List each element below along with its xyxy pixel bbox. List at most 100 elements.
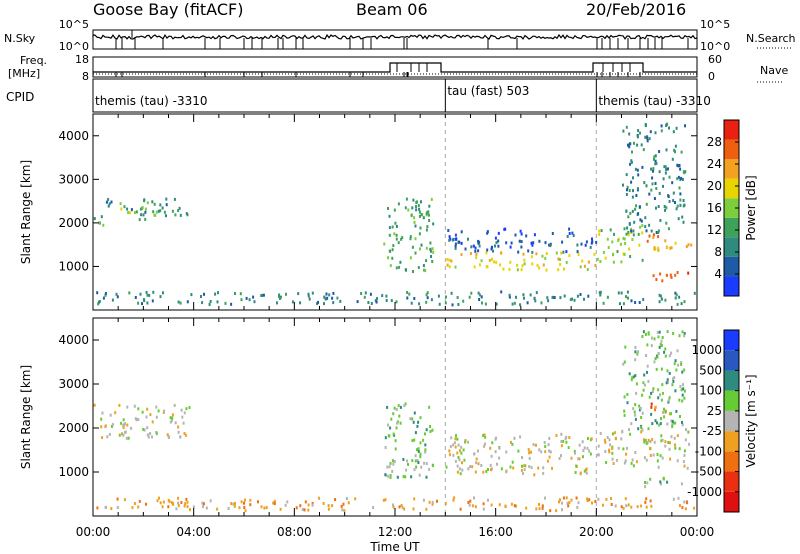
velocity-cell bbox=[555, 434, 558, 437]
power-cell bbox=[652, 233, 655, 237]
power-cell bbox=[598, 229, 601, 233]
velocity-cell bbox=[396, 421, 399, 425]
freq-panel-frame bbox=[92, 56, 698, 78]
velocity-cell bbox=[635, 460, 638, 464]
velocity-cell bbox=[624, 459, 627, 463]
power-cell bbox=[488, 258, 491, 262]
velocity-cell bbox=[684, 438, 687, 442]
velocity-cell bbox=[574, 471, 577, 474]
velocity-cell bbox=[672, 421, 675, 425]
velocity-cell bbox=[635, 382, 638, 386]
power-cell bbox=[682, 220, 685, 224]
power-cell bbox=[561, 240, 564, 244]
velocity-cell bbox=[131, 506, 134, 510]
velocity-cell bbox=[476, 449, 479, 453]
power-cell bbox=[518, 239, 521, 243]
velocity-cell bbox=[604, 440, 607, 444]
velocity-cell bbox=[612, 462, 615, 465]
velocity-cell bbox=[651, 438, 654, 442]
velocity-cell bbox=[668, 354, 671, 358]
power-cell bbox=[683, 300, 686, 304]
velocity-cell bbox=[158, 496, 160, 500]
velocity-cell bbox=[581, 440, 584, 444]
power-cell bbox=[535, 291, 538, 295]
power-cell bbox=[486, 265, 489, 269]
velocity-cell bbox=[387, 423, 389, 427]
power-cell bbox=[513, 301, 516, 305]
power-colorbar-cell bbox=[724, 159, 739, 179]
power-cell bbox=[559, 296, 562, 300]
power-cell bbox=[96, 291, 99, 295]
velocity-cell bbox=[431, 464, 434, 468]
velocity-cell bbox=[560, 444, 563, 448]
velocity-cell bbox=[568, 436, 571, 439]
power-cell bbox=[367, 301, 370, 304]
power-cell bbox=[478, 298, 481, 301]
power-cell bbox=[460, 253, 463, 257]
power-cell bbox=[644, 225, 647, 229]
velocity-cell bbox=[650, 402, 653, 406]
power-cell bbox=[571, 231, 574, 235]
power-cell bbox=[548, 243, 551, 247]
velocity-cell bbox=[396, 475, 399, 479]
power-cell bbox=[419, 226, 422, 230]
power-cell bbox=[622, 302, 625, 306]
velocity-cell bbox=[495, 436, 498, 440]
power-cell bbox=[143, 198, 146, 202]
power-cell bbox=[665, 168, 668, 171]
power-cell bbox=[511, 302, 514, 306]
velocity-cell bbox=[661, 438, 664, 442]
velocity-cell bbox=[675, 409, 678, 413]
power-cell bbox=[632, 229, 635, 233]
power-cell bbox=[495, 241, 498, 245]
velocity-cell bbox=[183, 411, 186, 415]
velocity-cell bbox=[286, 500, 289, 504]
power-cell bbox=[387, 256, 389, 260]
velocity-cell bbox=[650, 391, 653, 395]
velocity-ytick-label: 3000 bbox=[58, 377, 89, 391]
power-cell bbox=[448, 235, 451, 239]
velocity-cell bbox=[613, 431, 616, 435]
velocity-cell bbox=[640, 430, 643, 434]
power-cell bbox=[418, 214, 421, 218]
velocity-cell bbox=[104, 424, 107, 428]
power-cell bbox=[200, 295, 202, 298]
power-cell bbox=[214, 292, 217, 296]
velocity-cell bbox=[683, 464, 686, 468]
velocity-cell bbox=[681, 506, 684, 510]
velocity-cell bbox=[425, 462, 428, 466]
power-cell bbox=[599, 260, 602, 263]
power-cell bbox=[328, 293, 331, 297]
velocity-cell bbox=[422, 498, 425, 502]
power-cell bbox=[159, 295, 162, 299]
velocity-cell bbox=[576, 505, 579, 509]
power-cell bbox=[370, 302, 373, 305]
power-cell bbox=[637, 173, 640, 177]
power-cell bbox=[499, 263, 502, 267]
power-cell bbox=[602, 301, 605, 305]
power-cell bbox=[680, 176, 683, 180]
velocity-cell bbox=[636, 352, 639, 356]
power-cell bbox=[540, 301, 543, 305]
velocity-cell bbox=[114, 411, 117, 415]
velocity-cell bbox=[411, 417, 414, 421]
power-cell bbox=[616, 250, 619, 253]
power-cell bbox=[542, 263, 545, 267]
power-cell bbox=[508, 293, 511, 297]
velocity-cell bbox=[475, 457, 478, 461]
power-cell bbox=[285, 292, 287, 296]
velocity-cell bbox=[567, 504, 570, 508]
velocity-cell bbox=[634, 451, 637, 454]
power-cell bbox=[544, 241, 547, 245]
velocity-cell bbox=[671, 425, 674, 429]
velocity-cell bbox=[431, 502, 434, 506]
power-cell bbox=[100, 215, 103, 219]
power-cell bbox=[618, 302, 621, 306]
velocity-cell bbox=[610, 497, 612, 500]
velocity-cell bbox=[489, 463, 492, 467]
velocity-cell bbox=[634, 374, 637, 378]
power-cell bbox=[625, 193, 628, 196]
velocity-cell bbox=[415, 465, 418, 469]
velocity-cell bbox=[535, 507, 538, 511]
velocity-cell bbox=[414, 431, 417, 435]
